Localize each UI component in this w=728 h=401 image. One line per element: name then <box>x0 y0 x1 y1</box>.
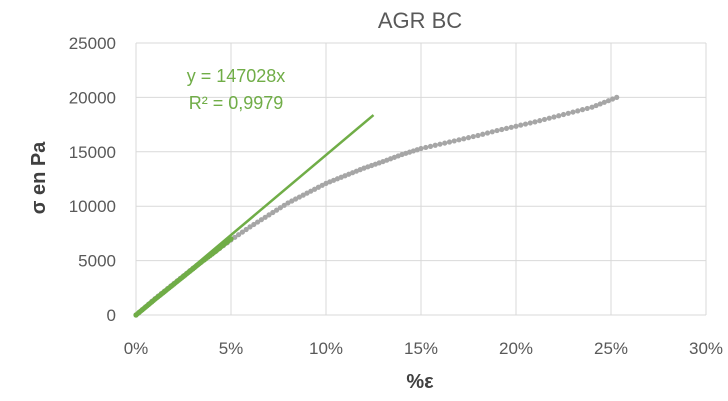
y-axis-title: σ en Pa <box>28 141 50 214</box>
data-point <box>584 105 590 112</box>
data-point <box>262 214 268 220</box>
data-point <box>251 221 257 228</box>
data-point <box>442 140 448 146</box>
x-tick-label: 25% <box>594 339 628 358</box>
x-tick-label: 20% <box>499 339 533 358</box>
data-point <box>432 142 438 148</box>
data-point <box>508 124 514 130</box>
data-point <box>560 111 567 118</box>
trendline-r2: R² = 0,9979 <box>189 93 284 113</box>
data-point <box>247 224 253 230</box>
y-tick-label: 20000 <box>69 88 116 107</box>
data-point <box>461 136 467 142</box>
y-tick-label: 25000 <box>69 34 116 53</box>
data-point <box>451 138 457 144</box>
data-point <box>489 129 495 135</box>
data-point <box>513 123 519 129</box>
data-point <box>532 119 538 125</box>
data-point <box>277 205 283 211</box>
data-point <box>579 107 586 113</box>
data-point <box>484 130 491 136</box>
data-point <box>614 94 620 100</box>
data-point <box>423 144 429 151</box>
data-point <box>551 114 557 120</box>
data-point <box>258 217 264 223</box>
data-point <box>475 132 481 139</box>
data-point <box>281 202 287 208</box>
grid <box>135 42 707 316</box>
x-axis-title: %ε <box>406 371 434 393</box>
data-point <box>609 96 616 102</box>
data-point <box>503 125 510 132</box>
trendline-layer <box>135 114 375 316</box>
data-point <box>437 141 443 147</box>
data-point <box>236 232 242 238</box>
data-point <box>494 127 500 134</box>
trendline-equation: y = 147028x <box>187 66 286 86</box>
data-point <box>266 212 272 218</box>
data-point <box>418 145 424 152</box>
data-point <box>522 121 529 127</box>
data-point <box>541 116 548 123</box>
data-point <box>499 126 505 133</box>
data-point <box>589 104 595 110</box>
data-point <box>270 209 276 216</box>
x-tick-label: 0% <box>124 339 149 358</box>
x-tick-label: 15% <box>404 339 438 358</box>
y-tick-label: 5000 <box>78 252 116 271</box>
data-point <box>605 98 612 104</box>
y-tick-label: 0 <box>107 306 116 325</box>
data-point <box>593 102 599 109</box>
data-point <box>537 118 543 124</box>
x-tick-label: 30% <box>689 339 723 358</box>
data-point <box>565 110 571 116</box>
x-tick-label: 5% <box>219 339 244 358</box>
data-point <box>480 131 486 137</box>
x-tick-label: 10% <box>309 339 343 358</box>
data-point <box>518 122 524 128</box>
tick-labels: 0 5000 10000 15000 20000 25000 0% 5% 10% 15% 20% 25… <box>69 34 723 358</box>
chart-title: AGR BC <box>378 8 462 33</box>
data-point <box>575 108 581 114</box>
data-point <box>255 219 261 225</box>
data-point <box>465 135 472 141</box>
data-point <box>446 139 453 145</box>
y-tick-label: 15000 <box>69 143 116 162</box>
y-tick-label: 10000 <box>69 197 116 216</box>
data-point <box>597 101 603 107</box>
data-point <box>239 229 245 235</box>
data-point <box>427 143 434 149</box>
trendline <box>135 114 375 316</box>
data-point <box>546 115 552 121</box>
data-point <box>274 207 280 213</box>
data-point <box>601 99 607 105</box>
data-point <box>470 133 476 140</box>
data-point <box>527 120 533 126</box>
data-point <box>456 137 462 143</box>
data-point <box>243 226 249 233</box>
data-point <box>556 113 562 119</box>
data-point <box>570 109 576 115</box>
